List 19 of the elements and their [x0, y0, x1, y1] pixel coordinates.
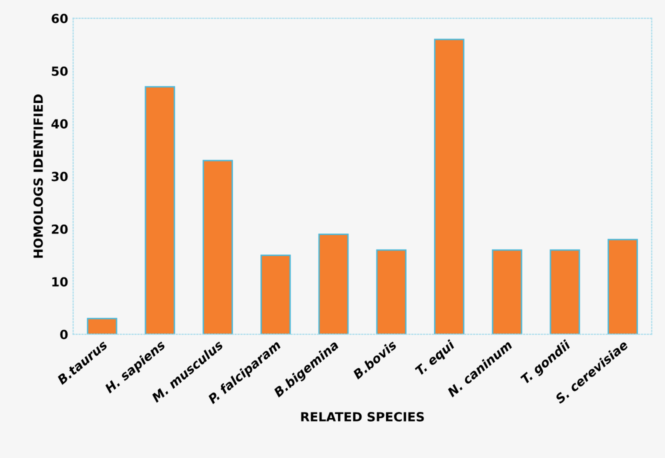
bar [434, 38, 464, 334]
bar [144, 86, 176, 334]
x-axis-title: RELATED SPECIES [301, 412, 424, 422]
y-tick-label: 30 [52, 172, 68, 182]
bar [202, 160, 233, 334]
y-tick-label: 60 [52, 14, 68, 24]
bar [492, 249, 522, 334]
y-tick-label: 40 [51, 119, 68, 129]
bar [318, 234, 349, 334]
bar [550, 249, 580, 334]
bar [260, 254, 291, 334]
y-tick-label: 50 [52, 66, 68, 76]
y-tick-label: 20 [52, 224, 68, 234]
bar [608, 238, 638, 334]
bar [86, 318, 118, 334]
y-axis-title: HOMOLOGS IDENTIFIED [33, 94, 43, 258]
y-tick-label: 0 [60, 330, 68, 340]
bar [376, 249, 407, 334]
y-tick-label: 10 [52, 277, 68, 287]
